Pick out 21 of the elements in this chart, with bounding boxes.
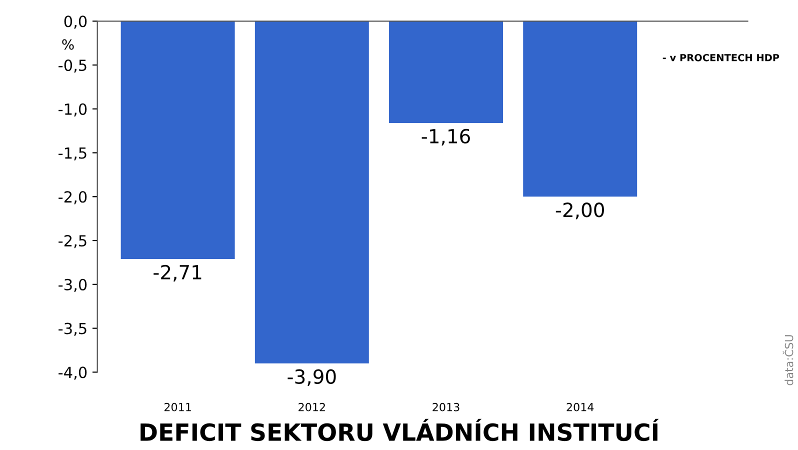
y-tick-label: -3,5 bbox=[58, 322, 86, 336]
data-label: -1,16 bbox=[422, 128, 470, 146]
y-axis-title: % bbox=[62, 39, 74, 50]
data-label: -2,71 bbox=[154, 264, 202, 282]
x-tick-label: 2011 bbox=[164, 402, 191, 412]
y-tick-label: -3,0 bbox=[58, 278, 87, 292]
data-label: -3,90 bbox=[288, 369, 336, 386]
x-tick-label: 2012 bbox=[298, 402, 325, 412]
y-tick-label: -1,0 bbox=[58, 103, 87, 116]
y-tick-label: -4,0 bbox=[58, 366, 87, 380]
x-tick-label: 2013 bbox=[432, 402, 460, 412]
text: data:ČSU bbox=[782, 335, 794, 386]
text: DEFICIT SEKTORU VLÁDNÍCH INSTITUCÍ bbox=[140, 418, 659, 442]
y-tick-label: -2,0 bbox=[58, 191, 87, 204]
annotation: - v PROCENTECH HDP bbox=[662, 54, 780, 62]
x-tick-label: 2014 bbox=[566, 402, 594, 412]
data-label: -2,00 bbox=[556, 202, 604, 220]
y-tick-label: -2,5 bbox=[58, 234, 86, 248]
y-tick-label: -1,5 bbox=[58, 147, 86, 160]
y-tick-label: -0,5 bbox=[58, 59, 86, 73]
y-tick-label: 0,0 bbox=[64, 16, 87, 29]
